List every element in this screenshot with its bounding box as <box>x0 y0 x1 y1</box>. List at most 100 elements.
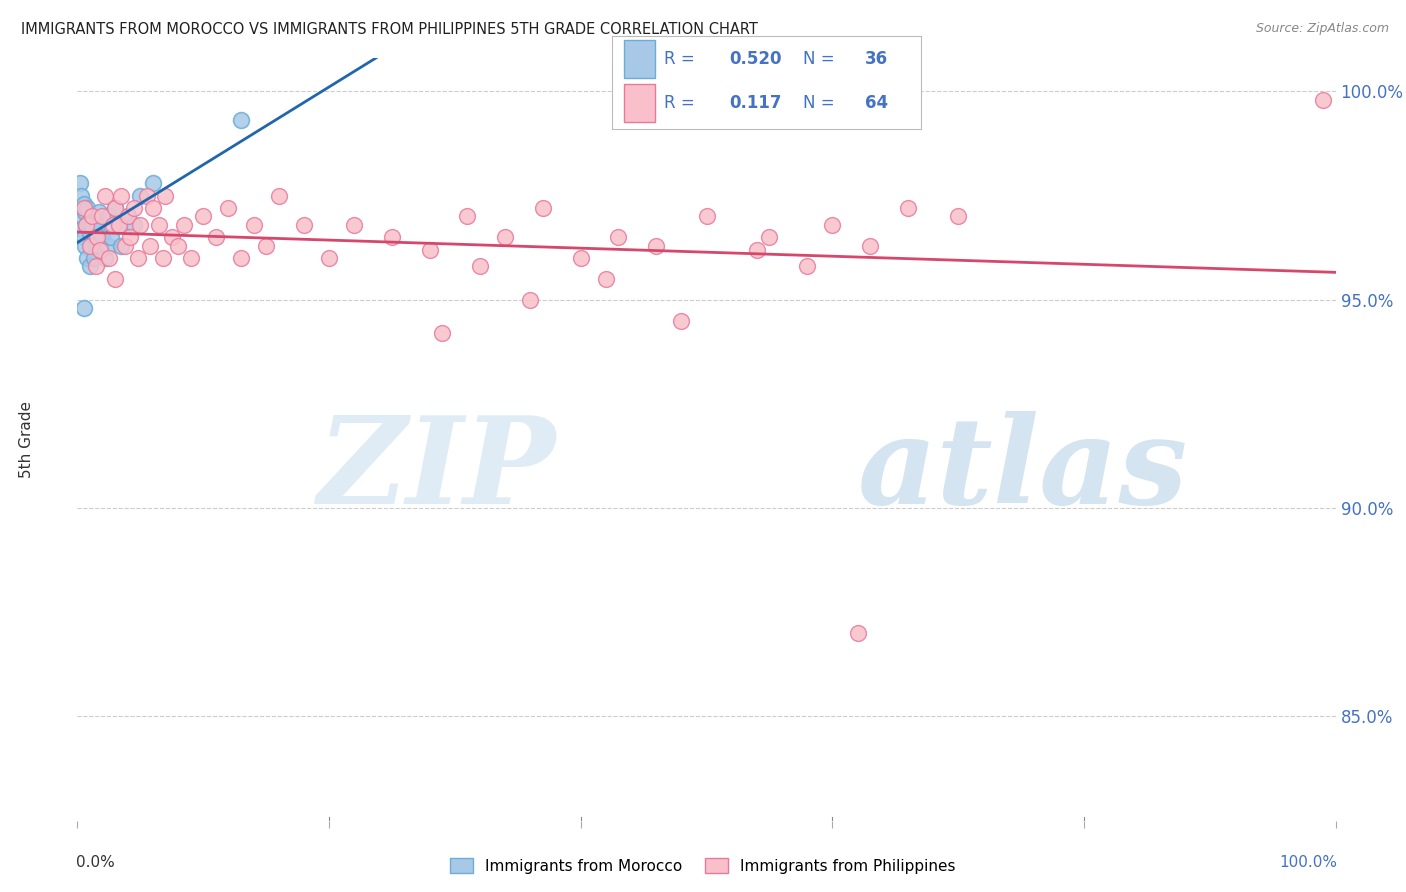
Point <box>117 210 139 224</box>
Point <box>173 218 195 232</box>
Point <box>75 218 97 232</box>
Point <box>204 230 226 244</box>
Point <box>254 238 277 252</box>
Text: N =: N = <box>803 50 835 68</box>
Point <box>72 222 94 236</box>
Text: 36: 36 <box>865 50 889 68</box>
Point <box>91 230 114 244</box>
Point <box>108 218 131 232</box>
Point <box>229 113 252 128</box>
Point <box>217 201 239 215</box>
Point <box>229 251 252 265</box>
Point <box>148 218 170 232</box>
Bar <box>624 85 655 122</box>
Point <box>846 626 869 640</box>
Point <box>135 188 157 202</box>
Point <box>167 238 190 252</box>
Point <box>72 230 94 244</box>
Point <box>86 218 108 232</box>
Point <box>101 218 124 232</box>
Point <box>1312 93 1334 107</box>
Point <box>73 238 96 252</box>
Text: 0.117: 0.117 <box>730 95 782 112</box>
Point <box>79 238 101 252</box>
Text: atlas: atlas <box>858 410 1188 529</box>
Point <box>72 197 94 211</box>
Point <box>89 243 111 257</box>
Point <box>191 210 215 224</box>
Point <box>104 201 127 215</box>
Point <box>129 218 152 232</box>
Point <box>745 243 768 257</box>
Point <box>569 251 592 265</box>
Point <box>84 238 107 252</box>
Point <box>97 251 120 265</box>
Point <box>468 260 491 274</box>
Point <box>671 313 693 327</box>
Point <box>155 188 177 202</box>
Point <box>79 260 101 274</box>
Point <box>72 201 94 215</box>
Point <box>152 251 174 265</box>
Point <box>180 251 202 265</box>
Point <box>381 230 404 244</box>
Point <box>160 230 183 244</box>
Point <box>89 238 111 252</box>
Text: 100.0%: 100.0% <box>1279 855 1337 870</box>
Point <box>142 201 165 215</box>
Point <box>758 230 780 244</box>
Text: N =: N = <box>803 95 835 112</box>
Point <box>72 301 94 315</box>
Point <box>432 326 454 340</box>
Point <box>120 230 142 244</box>
Point <box>595 272 617 286</box>
Point <box>948 210 970 224</box>
Text: Source: ZipAtlas.com: Source: ZipAtlas.com <box>1256 22 1389 36</box>
Point <box>122 201 145 215</box>
Point <box>519 293 541 307</box>
Point <box>97 210 120 224</box>
Text: R =: R = <box>664 50 695 68</box>
Text: 64: 64 <box>865 95 889 112</box>
Point <box>86 230 108 244</box>
Text: R =: R = <box>664 95 695 112</box>
Point <box>104 201 127 215</box>
Text: 0.520: 0.520 <box>730 50 782 68</box>
Point <box>84 260 107 274</box>
Point <box>82 218 104 232</box>
Point <box>127 251 149 265</box>
Point <box>343 218 366 232</box>
Point <box>75 218 97 232</box>
Point <box>76 201 98 215</box>
Legend: Immigrants from Morocco, Immigrants from Philippines: Immigrants from Morocco, Immigrants from… <box>444 852 962 880</box>
Point <box>82 210 104 224</box>
Point <box>76 251 98 265</box>
Point <box>645 238 668 252</box>
Point <box>419 243 441 257</box>
Point <box>117 210 139 224</box>
Point <box>122 218 145 232</box>
Point <box>242 218 264 232</box>
Text: 0.0%: 0.0% <box>76 855 115 870</box>
Point <box>84 230 107 244</box>
Point <box>267 188 290 202</box>
Point <box>696 210 718 224</box>
Point <box>607 230 630 244</box>
Point <box>318 251 340 265</box>
Point <box>83 251 105 265</box>
Point <box>77 218 100 232</box>
Point <box>110 188 132 202</box>
Point <box>859 238 882 252</box>
Point <box>87 205 110 219</box>
Point <box>69 176 91 190</box>
Point <box>531 201 554 215</box>
Point <box>107 218 129 232</box>
Bar <box>624 40 655 78</box>
Point <box>110 238 132 252</box>
Text: ZIP: ZIP <box>318 410 555 529</box>
Point <box>100 230 122 244</box>
Point <box>72 210 94 224</box>
Point <box>292 218 315 232</box>
Point <box>142 176 165 190</box>
Point <box>821 218 844 232</box>
